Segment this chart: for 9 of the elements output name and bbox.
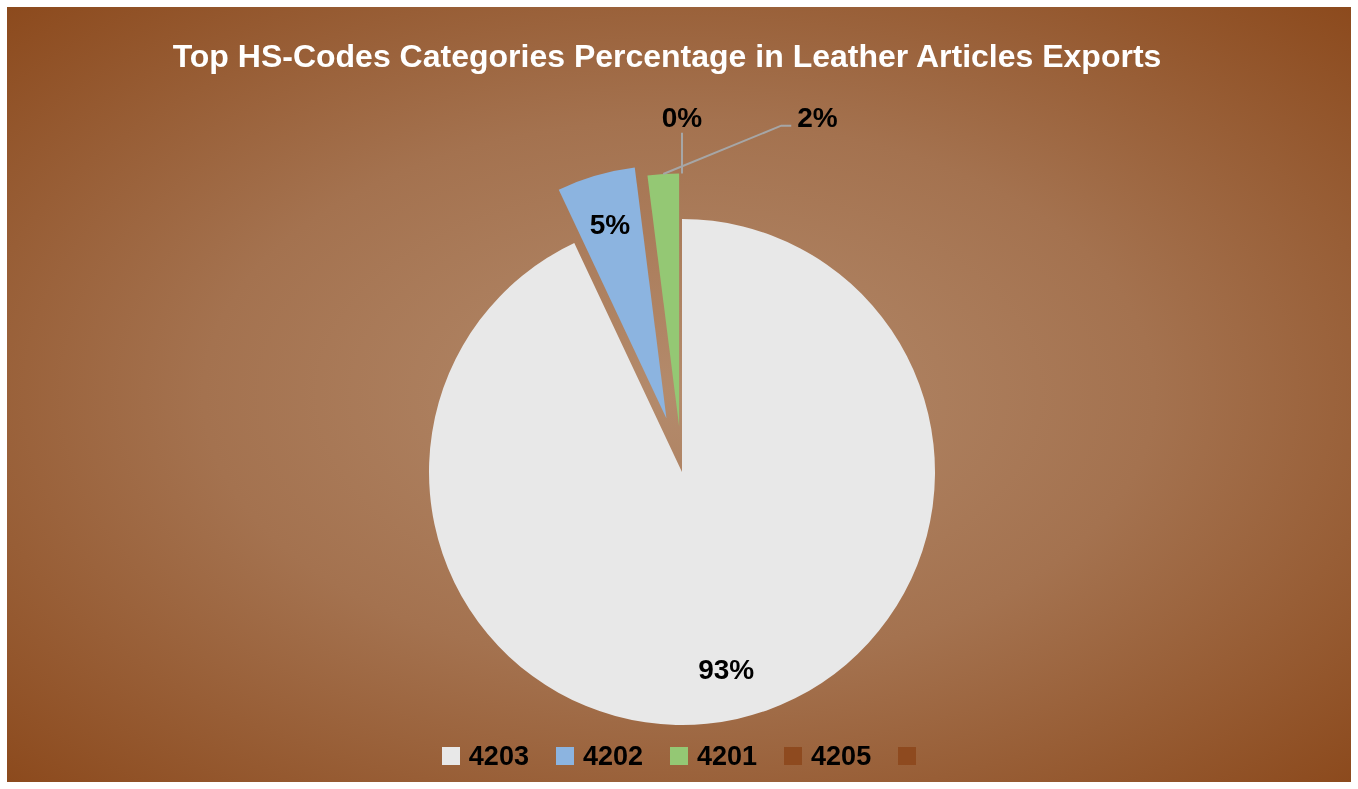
legend-label: 4201 (697, 741, 758, 771)
chart-title: Top HS-Codes Categories Percentage in Leather Articles Exports (171, 38, 1163, 75)
legend-label: 4203 (468, 741, 529, 771)
data-label: 2% (797, 101, 838, 133)
text: 0% (661, 101, 703, 133)
data-label: 5% (589, 208, 631, 240)
legend-label: 4205 (811, 741, 872, 771)
data-label: 93% (698, 654, 755, 686)
legend-label: 4202 (582, 741, 643, 771)
